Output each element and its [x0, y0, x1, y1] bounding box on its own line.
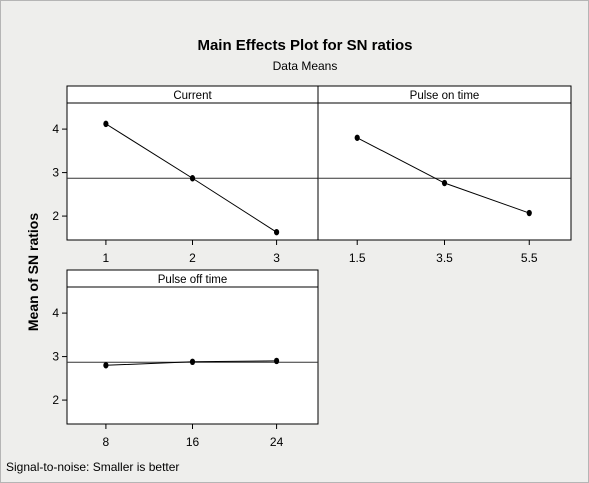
data-point	[441, 179, 448, 187]
chart-title: Main Effects Plot for SN ratios	[197, 37, 412, 54]
y-tick-label: 2	[52, 393, 59, 407]
panel-frame	[317, 85, 572, 241]
panel-frame	[66, 269, 319, 425]
data-point	[189, 358, 196, 366]
chart-subtitle: Data Means	[273, 59, 338, 73]
data-point	[526, 209, 532, 217]
data-point	[273, 228, 280, 236]
x-tick-label: 2	[189, 251, 196, 265]
panel-title: Pulse off time	[158, 274, 227, 286]
y-tick-label: 4	[52, 306, 59, 320]
y-tick-label: 2	[52, 209, 59, 223]
panel-title: Current	[173, 90, 212, 102]
y-tick-label: 3	[52, 350, 59, 364]
y-tick-label: 3	[52, 166, 59, 180]
data-point	[189, 175, 196, 182]
x-tick-label: 1.5	[349, 251, 366, 265]
y-tick-label: 4	[52, 122, 59, 136]
data-point	[103, 120, 109, 128]
panel-1: Current 2 3 4 1 2 3	[52, 85, 319, 265]
data-point	[273, 357, 280, 365]
y-axis-label: Mean of SN ratios	[25, 213, 41, 331]
data-point	[354, 134, 360, 141]
x-tick-label: 5.5	[521, 251, 538, 265]
panel-title: Pulse on time	[410, 90, 480, 102]
x-tick-label: 16	[186, 435, 200, 449]
data-point	[103, 362, 109, 369]
panel-2: Pulse on time 1.5 3.5 5.5	[317, 85, 572, 265]
x-tick-label: 3.5	[436, 251, 453, 265]
x-tick-label: 1	[103, 251, 110, 265]
x-tick-label: 8	[103, 435, 110, 449]
panel-frame	[66, 85, 319, 241]
x-tick-label: 3	[273, 251, 280, 265]
x-tick-label: 24	[270, 435, 284, 449]
footnote: Signal-to-noise: Smaller is better	[6, 460, 179, 474]
panel-3: Pulse off time 2 3 4 8 16 24	[52, 269, 319, 449]
